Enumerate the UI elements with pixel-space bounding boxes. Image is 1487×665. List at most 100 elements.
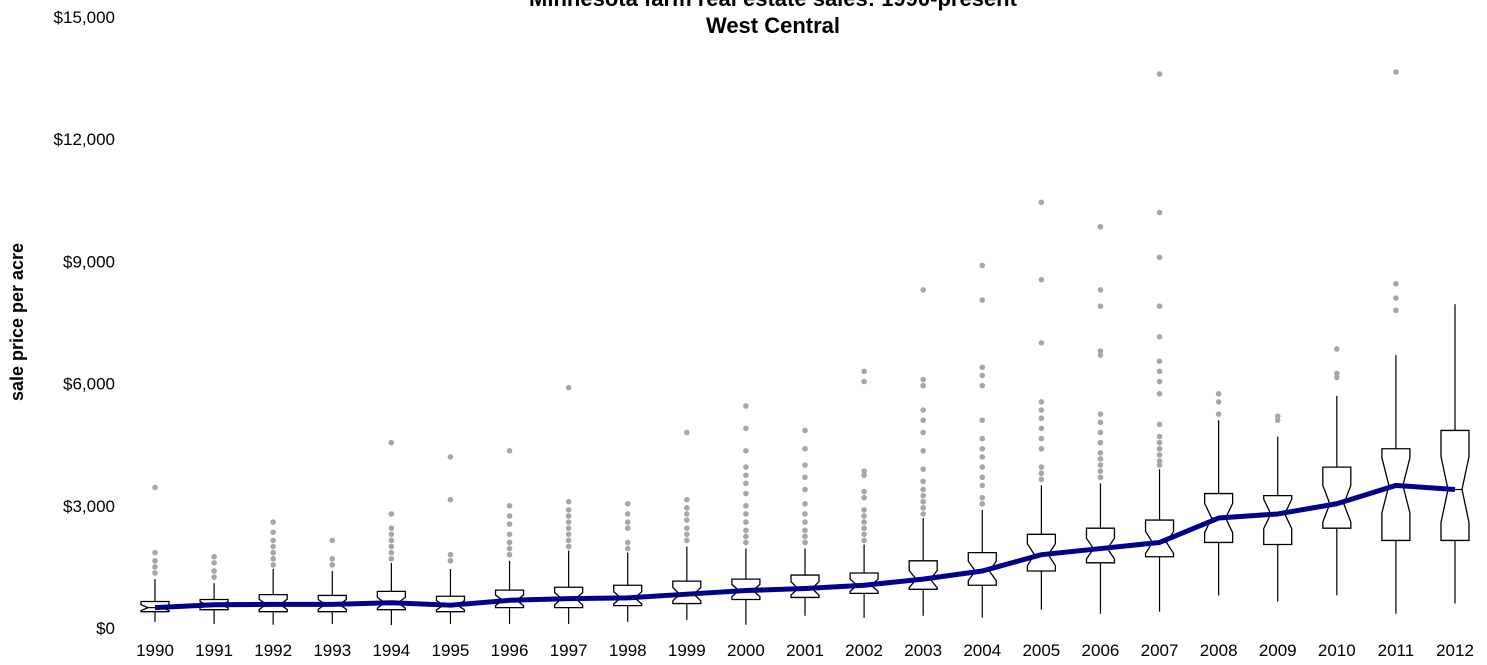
outlier-point <box>979 372 986 379</box>
outlier-point <box>920 505 926 511</box>
outlier-point <box>1156 368 1163 375</box>
outlier-point <box>1097 411 1104 417</box>
outlier-point <box>1097 462 1104 468</box>
chart-title: Minnesota farm real estate sales: 1990-p… <box>529 0 1018 11</box>
outlier-point <box>1156 421 1163 428</box>
outlier-point <box>861 472 867 479</box>
outlier-point <box>1274 417 1281 424</box>
outlier-point <box>979 474 986 481</box>
outlier-point <box>920 429 926 436</box>
outlier-point <box>1393 295 1399 301</box>
outlier-point <box>1038 407 1045 413</box>
outlier-point <box>152 564 158 570</box>
outlier-point <box>1274 413 1281 419</box>
outlier-point <box>506 448 513 454</box>
outlier-point <box>565 543 572 550</box>
outlier-point <box>743 503 749 509</box>
outlier-point <box>329 537 336 544</box>
outlier-point <box>802 462 808 468</box>
outlier-point <box>565 531 572 538</box>
outlier-point <box>743 480 749 487</box>
outlier-point <box>802 511 808 517</box>
outlier-point <box>1038 276 1045 283</box>
outlier-point <box>743 533 749 540</box>
outlier-point <box>920 466 926 472</box>
outlier-point <box>861 368 867 375</box>
x-tick-label: 1996 <box>491 641 529 660</box>
outlier-point <box>979 435 986 442</box>
outlier-point <box>1156 439 1163 446</box>
outlier-point <box>447 551 454 558</box>
outlier-point <box>861 519 867 525</box>
y-tick-label: $15,000 <box>54 8 115 27</box>
outlier-point <box>979 382 986 389</box>
outlier-point <box>684 496 690 503</box>
outlier-point <box>152 484 158 491</box>
outlier-point <box>1393 281 1399 287</box>
outlier-point <box>270 519 276 525</box>
outlier-point <box>920 511 926 517</box>
outlier-point <box>565 513 572 519</box>
outlier-point <box>152 557 158 564</box>
x-tick-label: 2003 <box>904 641 942 660</box>
outlier-point <box>743 425 749 432</box>
x-tick-label: 2011 <box>1378 641 1415 660</box>
outlier-point <box>506 531 513 538</box>
outlier-point <box>743 511 749 517</box>
outlier-point <box>979 500 986 507</box>
y-axis-label: sale price per acre <box>7 243 27 401</box>
box-2006 <box>1085 527 1116 564</box>
x-tick-label: 2008 <box>1200 641 1238 660</box>
outlier-point <box>743 490 749 497</box>
outlier-point <box>861 378 867 385</box>
outlier-point <box>1097 352 1104 358</box>
outlier-point <box>1097 287 1104 293</box>
outlier-point <box>920 498 926 505</box>
outlier-point <box>506 545 513 552</box>
box-2012 <box>1440 429 1470 542</box>
outlier-point <box>920 448 926 454</box>
outlier-point <box>1156 462 1163 468</box>
box-2009 <box>1263 494 1293 546</box>
outlier-point <box>861 531 867 538</box>
outlier-point <box>1393 307 1399 314</box>
outlier-point <box>1334 370 1340 377</box>
outlier-point <box>1097 450 1104 456</box>
median-trend-line <box>154 482 1456 611</box>
outlier-point <box>1156 71 1163 77</box>
outlier-point <box>920 417 926 424</box>
outlier-point <box>1038 415 1045 422</box>
outlier-point <box>920 376 926 383</box>
outlier-point <box>1038 470 1045 477</box>
outlier-point <box>211 568 217 574</box>
outlier-point <box>743 464 749 470</box>
outlier-point <box>506 503 513 509</box>
outlier-point <box>1097 468 1104 474</box>
outlier-point <box>861 488 867 495</box>
y-tick-label: $9,000 <box>63 252 115 271</box>
outlier-point <box>920 492 926 499</box>
outlier-point <box>920 478 926 485</box>
outlier-point <box>1038 199 1045 206</box>
x-tick-label: 2007 <box>1141 641 1179 660</box>
outlier-point <box>684 531 690 538</box>
outlier-point <box>506 539 513 546</box>
outlier-point <box>920 382 926 389</box>
x-tick-label: 2004 <box>963 641 1001 660</box>
outlier-point <box>388 525 395 532</box>
outlier-point <box>211 574 217 580</box>
outlier-point <box>388 537 395 544</box>
x-tick-label: 1999 <box>668 641 706 660</box>
outlier-point <box>447 496 454 503</box>
outlier-point <box>684 511 690 517</box>
outlier-point <box>1156 303 1163 310</box>
y-tick-label: $6,000 <box>63 375 115 394</box>
outlier-point <box>388 531 395 538</box>
outlier-point <box>270 562 276 568</box>
outlier-point <box>1156 254 1163 261</box>
outlier-point <box>152 570 158 576</box>
chart-subtitle: West Central <box>706 13 840 38</box>
outlier-point <box>1097 429 1104 436</box>
outlier-point <box>270 549 276 556</box>
outlier-point <box>1156 333 1163 340</box>
